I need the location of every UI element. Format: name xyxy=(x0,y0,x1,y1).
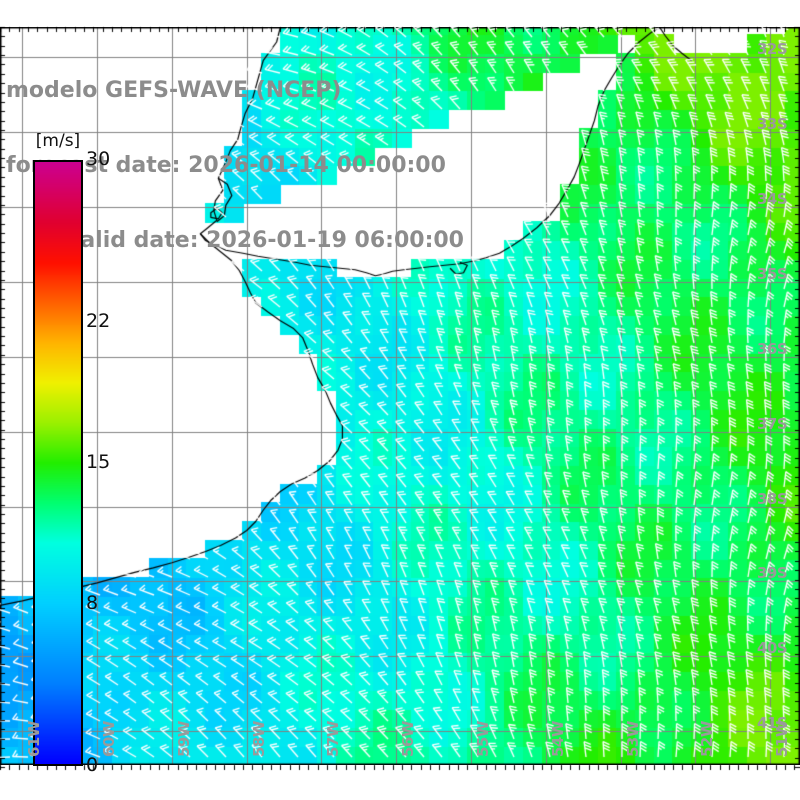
lat-label-35S: 35S xyxy=(757,264,788,283)
colorbar-unit-label: [m/s] xyxy=(35,131,81,151)
colorbar-gradient xyxy=(33,160,83,766)
lat-label-33S: 33S xyxy=(757,114,788,133)
colorbar-tick-30: 30 xyxy=(86,148,111,170)
lon-label-51W: 51W xyxy=(773,721,792,757)
lon-label-53W: 53W xyxy=(623,721,642,757)
lon-label-60W: 60W xyxy=(100,721,119,757)
colorbar[interactable] xyxy=(33,160,83,766)
lon-label-52W: 52W xyxy=(698,721,717,757)
lon-label-55W: 55W xyxy=(474,721,493,757)
lat-label-40S: 40S xyxy=(757,639,788,658)
lat-label-41S: 41S xyxy=(757,714,788,733)
lat-label-38S: 38S xyxy=(757,489,788,508)
lat-label-34S: 34S xyxy=(757,189,788,208)
lat-label-39S: 39S xyxy=(757,564,788,583)
colorbar-tick-0: 0 xyxy=(86,754,99,776)
lat-label-32S: 32S xyxy=(757,39,788,58)
lon-label-58W: 58W xyxy=(249,721,268,757)
lon-label-57W: 57W xyxy=(324,721,343,757)
lat-label-36S: 36S xyxy=(757,339,788,358)
colorbar-tick-15: 15 xyxy=(86,451,111,473)
lon-label-56W: 56W xyxy=(399,721,418,757)
colorbar-tick-8: 8 xyxy=(86,592,99,615)
lon-label-61W: 61W xyxy=(25,721,44,757)
lon-label-54W: 54W xyxy=(548,721,567,757)
lat-label-37S: 37S xyxy=(757,414,788,433)
colorbar-tick-22: 22 xyxy=(86,309,111,332)
lon-label-59W: 59W xyxy=(174,721,193,757)
